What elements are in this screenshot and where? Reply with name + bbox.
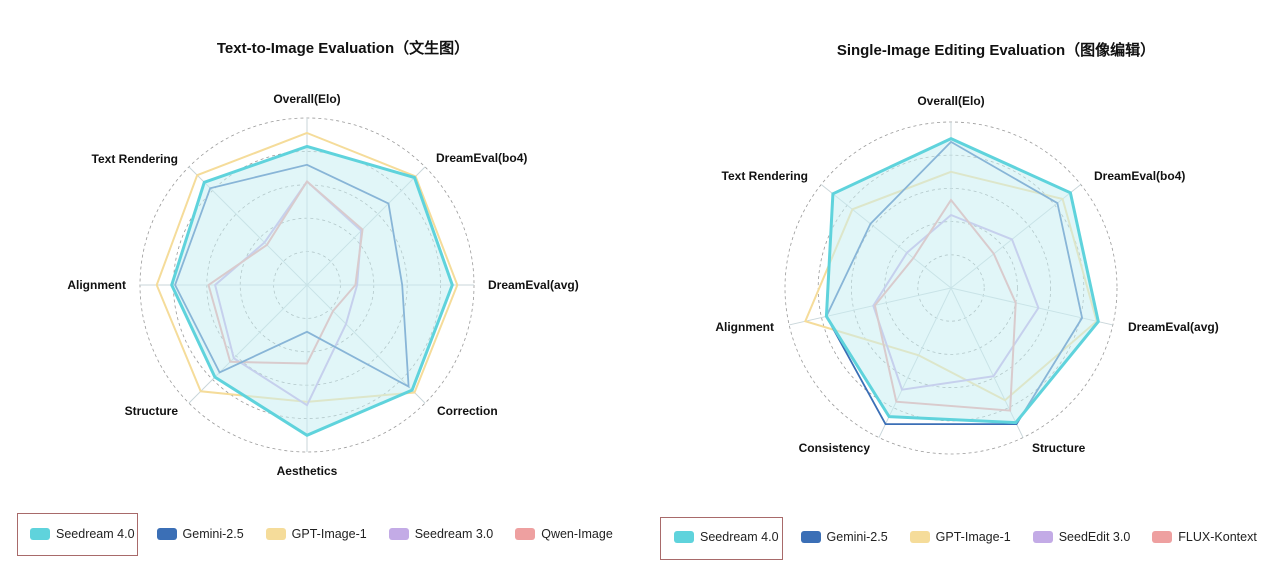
- legend-label: Seedream 4.0: [700, 530, 779, 544]
- chart-title-text-to-image: Text-to-Image Evaluation（文生图）: [216, 40, 470, 57]
- legend-label: Gemini-2.5: [826, 530, 888, 544]
- legend-swatch: [1152, 531, 1173, 543]
- axis-label: Alignment: [715, 320, 774, 334]
- legend-item[interactable]: Seedream 3.0: [388, 527, 494, 541]
- legend-item[interactable]: Seedream 4.0: [674, 530, 779, 544]
- series-area-seedream-4-0: [826, 138, 1099, 423]
- series-area-seedream-4-0: [171, 146, 453, 436]
- legend-swatch: [1032, 531, 1053, 543]
- legend-text-to-image: Seedream 4.0 Gemini-2.5 GPT-Image-1 Seed…: [30, 527, 635, 541]
- axis-label: DreamEval(avg): [488, 278, 579, 292]
- legend-item[interactable]: Qwen-Image: [515, 527, 613, 541]
- legend-label: SeedEdit 3.0: [1058, 530, 1131, 544]
- legend-item[interactable]: GPT-Image-1: [909, 530, 1011, 544]
- legend-item[interactable]: Gemini-2.5: [156, 527, 244, 541]
- legend-swatch: [30, 528, 50, 540]
- radar-chart-text-to-image: Overall(Elo) DreamEval(bo4) DreamEval(avg)…: [67, 92, 579, 478]
- legend-label: Gemini-2.5: [182, 527, 244, 541]
- axis-label: Aesthetics: [277, 464, 338, 478]
- series-line-seedream-4-0: [824, 136, 1100, 425]
- legend-item[interactable]: SeedEdit 3.0: [1032, 530, 1131, 544]
- legend-swatch: [265, 528, 286, 540]
- legend-item[interactable]: Seedream 4.0: [30, 527, 135, 541]
- legend-item[interactable]: GPT-Image-1: [265, 527, 367, 541]
- axis-label: DreamEval(bo4): [436, 151, 527, 165]
- legend-label: GPT-Image-1: [935, 530, 1011, 544]
- axis-label: Text Rendering: [92, 152, 178, 166]
- legend-image-editing: Seedream 4.0 Gemini-2.5 GPT-Image-1 Seed…: [674, 530, 1279, 544]
- axis-label: Structure: [125, 404, 179, 418]
- axis-label: Consistency: [799, 441, 871, 455]
- legend-swatch: [909, 531, 930, 543]
- legend-highlight-box: [17, 513, 138, 556]
- axis-label: Overall(Elo): [273, 92, 340, 106]
- legend-label: GPT-Image-1: [291, 527, 367, 541]
- axis-label: DreamEval(bo4): [1094, 169, 1185, 183]
- axis-label: Alignment: [67, 278, 126, 292]
- legend-swatch: [388, 528, 409, 540]
- legend-label: FLUX-Kontext: [1178, 530, 1257, 544]
- legend-label: Qwen-Image: [541, 527, 613, 541]
- legend-item[interactable]: FLUX-Kontext: [1152, 530, 1257, 544]
- legend-label: Seedream 3.0: [414, 527, 494, 541]
- legend-highlight-box: [660, 517, 783, 560]
- legend-swatch: [515, 528, 536, 540]
- axis-label: Overall(Elo): [917, 94, 984, 108]
- legend-swatch: [156, 528, 177, 540]
- radar-chart-image-editing: Overall(Elo) DreamEval(bo4) DreamEval(avg)…: [715, 94, 1219, 455]
- legend-swatch: [674, 531, 694, 543]
- axis-label: Structure: [1032, 441, 1086, 455]
- chart-title-image-editing: Single-Image Editing Evaluation（图像编辑）: [836, 42, 1156, 59]
- legend-label: Seedream 4.0: [56, 527, 135, 541]
- axis-label: DreamEval(avg): [1128, 320, 1219, 334]
- legend-swatch: [800, 531, 821, 543]
- legend-item[interactable]: Gemini-2.5: [800, 530, 888, 544]
- axis-label: Text Rendering: [722, 169, 808, 183]
- axis-label: Correction: [437, 404, 498, 418]
